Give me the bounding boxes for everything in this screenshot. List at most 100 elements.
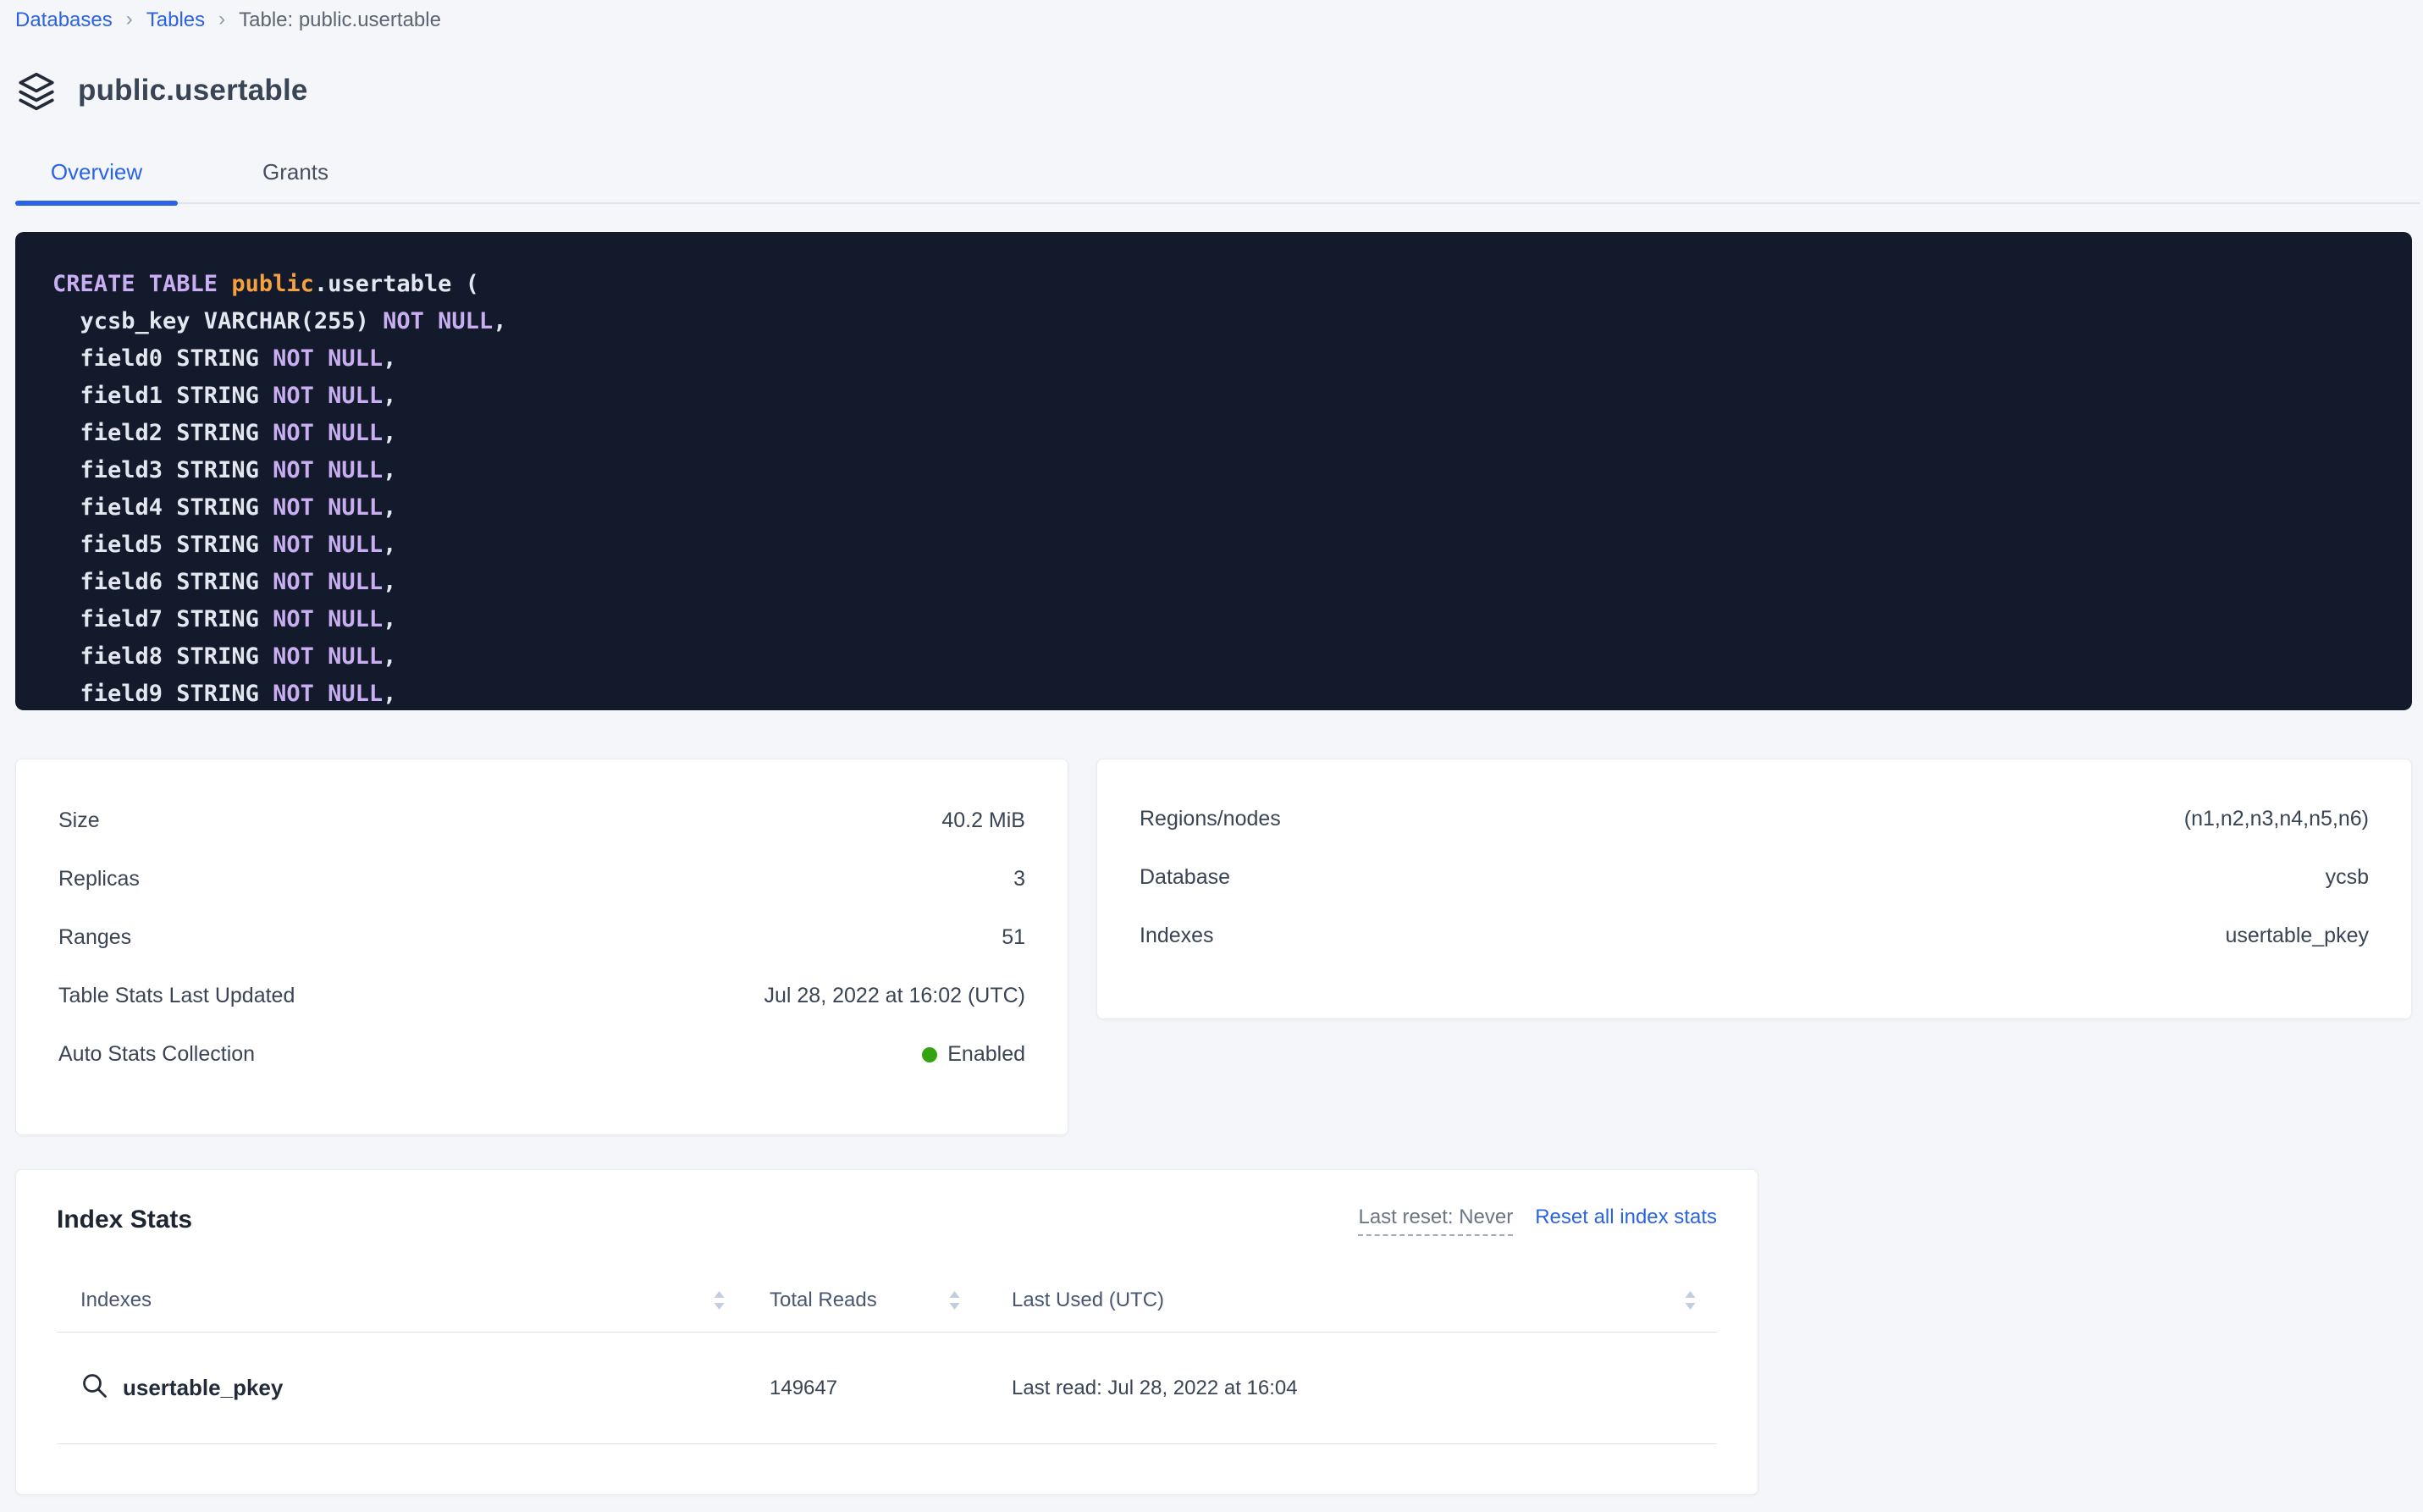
detail-value: 51 bbox=[1002, 925, 1025, 950]
sql-code-line: CREATE TABLE public.usertable ( bbox=[52, 266, 2378, 303]
sql-code-line: field8 STRING NOT NULL, bbox=[52, 638, 2378, 676]
breadcrumb-item-databases[interactable]: Databases bbox=[15, 8, 113, 31]
sql-code-line: field7 STRING NOT NULL, bbox=[52, 601, 2378, 638]
tab-label: Overview bbox=[50, 159, 143, 185]
detail-value-text: 40.2 MiB bbox=[941, 808, 1025, 832]
sql-token-keyword: NOT NULL bbox=[273, 345, 384, 372]
tab-bar: Overview Grants bbox=[15, 159, 2420, 206]
detail-value-text: 3 bbox=[1013, 867, 1025, 891]
column-header-label: Last Used (UTC) bbox=[1012, 1288, 1165, 1311]
sql-token-plain: field6 STRING bbox=[52, 569, 273, 595]
create-table-sql-block: CREATE TABLE public.usertable ( ycsb_key… bbox=[15, 232, 2412, 710]
status-dot-enabled-icon bbox=[922, 1046, 938, 1062]
sql-token-keyword: NOT NULL bbox=[273, 494, 384, 521]
sql-token-plain: .usertable ( bbox=[313, 271, 479, 297]
detail-value: 3 bbox=[1013, 867, 1025, 891]
detail-value-text: Jul 28, 2022 at 16:02 (UTC) bbox=[764, 984, 1026, 1007]
sql-token-plain: , bbox=[383, 643, 397, 670]
sql-token-plain: , bbox=[383, 420, 397, 446]
detail-value-text: 51 bbox=[1002, 925, 1025, 949]
detail-label: Database bbox=[1140, 865, 1231, 889]
sql-token-plain: field5 STRING bbox=[52, 532, 273, 558]
sql-token-plain: field7 STRING bbox=[52, 606, 273, 632]
sql-token-plain: field1 STRING bbox=[52, 383, 273, 409]
sql-token-plain: , bbox=[383, 494, 397, 521]
table-details-card: Size 40.2 MiB Replicas 3 Ranges 51 Table Stats… bbox=[15, 759, 1068, 1135]
sql-token-plain: , bbox=[493, 308, 507, 334]
sql-code-line: field3 STRING NOT NULL, bbox=[52, 452, 2378, 489]
tab-overview[interactable]: Overview bbox=[15, 159, 178, 206]
total-reads-cell: 149647 bbox=[770, 1376, 838, 1399]
detail-row-indexes: Indexes usertable_pkey bbox=[1140, 907, 2369, 965]
breadcrumb-item-table-public-usertable: Table: public.usertable bbox=[239, 8, 441, 31]
detail-value: 40.2 MiB bbox=[941, 808, 1025, 833]
breadcrumb-separator-icon: › bbox=[125, 8, 133, 30]
detail-label: Table Stats Last Updated bbox=[58, 984, 295, 1007]
detail-value-text: ycsb bbox=[2325, 865, 2369, 889]
sort-arrows-icon bbox=[1684, 1290, 1697, 1311]
sql-token-keyword: NOT NULL bbox=[273, 569, 384, 595]
sql-token-keyword: NOT NULL bbox=[273, 643, 384, 670]
index-stats-title: Index Stats bbox=[57, 1206, 193, 1233]
sql-token-plain: , bbox=[383, 606, 397, 632]
tab-label: Grants bbox=[262, 159, 329, 185]
detail-label: Regions/nodes bbox=[1140, 807, 1281, 830]
index-stats-table-header: Indexes Total Reads Last Used (UTC) bbox=[57, 1268, 1717, 1333]
sql-token-keyword: NOT NULL bbox=[273, 383, 384, 409]
sql-token-plain: , bbox=[383, 383, 397, 409]
index-name: usertable_pkey bbox=[123, 1375, 284, 1400]
column-header-indexes[interactable]: Indexes bbox=[57, 1289, 741, 1312]
sql-token-keyword: NOT NULL bbox=[383, 308, 494, 334]
table-row: usertable_pkey 149647 Last read: Jul 28, 2… bbox=[57, 1333, 1717, 1444]
breadcrumb: Databases › Tables › Table: public.usertable bbox=[15, 8, 2420, 32]
magnifier-icon[interactable] bbox=[80, 1371, 109, 1404]
index-stats-table: Indexes Total Reads Last Used (UTC) userta… bbox=[57, 1268, 1717, 1444]
sql-token-plain: field0 STRING bbox=[52, 345, 273, 372]
detail-value: ycsb bbox=[2326, 865, 2369, 890]
detail-label: Ranges bbox=[58, 925, 132, 949]
detail-value: (n1,n2,n3,n4,n5,n6) bbox=[2184, 807, 2369, 831]
column-header-label: Indexes bbox=[80, 1288, 152, 1311]
sql-code-line: field9 STRING NOT NULL, bbox=[52, 676, 2378, 710]
table-layers-icon bbox=[19, 72, 54, 111]
page-title: public.usertable bbox=[78, 74, 308, 107]
sql-code-line: field6 STRING NOT NULL, bbox=[52, 564, 2378, 601]
table-metadata-card: Regions/nodes (n1,n2,n3,n4,n5,n6) Database… bbox=[1096, 759, 2412, 1019]
breadcrumb-item-tables[interactable]: Tables bbox=[146, 8, 206, 31]
active-tab-underline bbox=[15, 201, 178, 206]
column-header-last-used-utc[interactable]: Last Used (UTC) bbox=[976, 1289, 1717, 1312]
sql-code-line: field0 STRING NOT NULL, bbox=[52, 340, 2378, 378]
sql-code-line: field2 STRING NOT NULL, bbox=[52, 415, 2378, 452]
page-title-row: public.usertable bbox=[15, 69, 2420, 112]
index-stats-header: Index Stats Last reset: Never Reset all … bbox=[57, 1206, 1717, 1236]
detail-row-auto-stats-collection: Auto Stats Collection Enabled bbox=[58, 1025, 1025, 1084]
sql-token-plain: field4 STRING bbox=[52, 494, 273, 521]
breadcrumb-separator-icon: › bbox=[218, 8, 226, 30]
column-header-total-reads[interactable]: Total Reads bbox=[741, 1289, 976, 1312]
detail-row-table-stats-last-updated: Table Stats Last Updated Jul 28, 2022 at … bbox=[58, 967, 1025, 1025]
sort-arrows-icon bbox=[948, 1290, 961, 1311]
reset-index-stats-button[interactable]: Reset all index stats bbox=[1535, 1206, 1717, 1228]
detail-label: Replicas bbox=[58, 867, 140, 891]
detail-value: usertable_pkey bbox=[2225, 924, 2369, 948]
sql-token-plain: field2 STRING bbox=[52, 420, 273, 446]
column-header-label: Total Reads bbox=[770, 1288, 877, 1311]
tab-grants[interactable]: Grants bbox=[217, 159, 374, 202]
detail-row-database: Database ycsb bbox=[1140, 848, 2369, 907]
sql-token-keyword: NOT NULL bbox=[273, 532, 384, 558]
sql-token-keyword: NOT NULL bbox=[273, 457, 384, 483]
sql-token-keyword: CREATE TABLE bbox=[52, 271, 232, 297]
detail-value-text: (n1,n2,n3,n4,n5,n6) bbox=[2183, 807, 2369, 830]
detail-row-ranges: Ranges 51 bbox=[58, 908, 1025, 967]
detail-row-regions-nodes: Regions/nodes (n1,n2,n3,n4,n5,n6) bbox=[1140, 790, 2369, 848]
detail-label: Size bbox=[58, 808, 100, 832]
detail-value: Jul 28, 2022 at 16:02 (UTC) bbox=[764, 984, 1026, 1008]
sql-token-keyword: NOT NULL bbox=[273, 681, 384, 707]
sql-token-plain: , bbox=[383, 569, 397, 595]
index-name-cell[interactable]: usertable_pkey bbox=[57, 1371, 741, 1404]
sql-token-plain: , bbox=[383, 345, 397, 372]
index-stats-card: Index Stats Last reset: Never Reset all … bbox=[15, 1169, 1758, 1495]
sort-arrows-icon bbox=[713, 1290, 726, 1311]
sql-token-keyword: NOT NULL bbox=[273, 420, 384, 446]
